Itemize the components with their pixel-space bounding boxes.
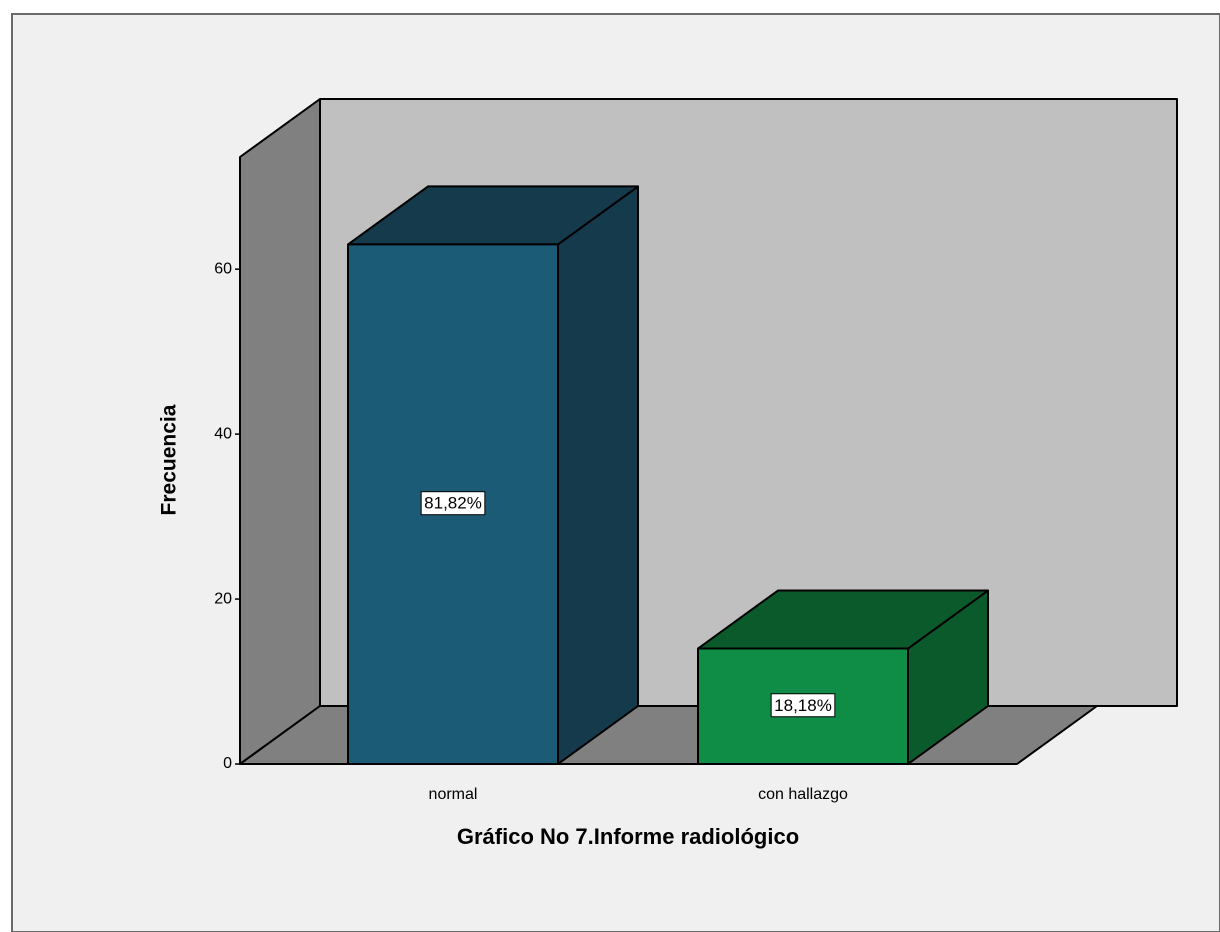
y-tick-label: 20 [214,590,232,607]
left-wall [239,98,321,765]
x-axis-label: Gráfico No 7.Informe radiológico [457,824,799,849]
y-tick-label: 40 [214,425,232,442]
value-label: 81,82% [424,494,482,513]
bar-side [557,185,639,765]
value-label-box [770,693,836,718]
x-tick-label: normal [429,786,478,803]
x-tick-label: con hallazgo [758,786,848,803]
value-label: 18,18% [774,696,832,715]
y-axis-label: Frecuencia [158,404,181,515]
value-label-box [420,491,486,516]
y-tick-label: 0 [223,755,232,772]
y-tick-label: 60 [214,260,232,277]
